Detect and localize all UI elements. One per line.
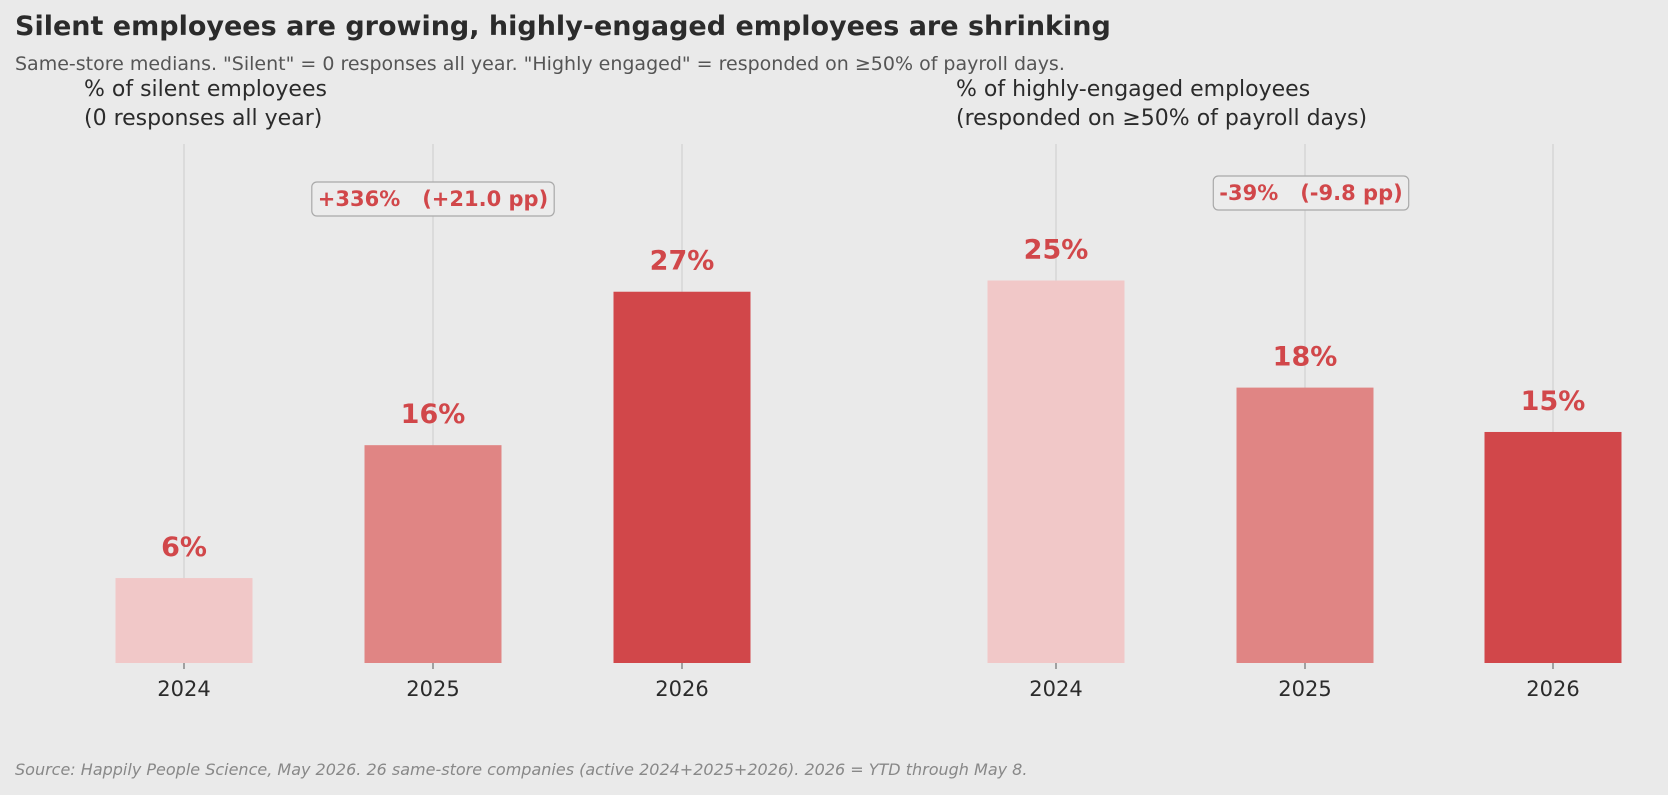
panel-title-line: (responded on ≥50% of payroll days) [956,106,1367,131]
change-label: +336% (+21.0 pp) [318,187,548,211]
change-badge: +336% (+21.0 pp) [311,181,555,217]
tick-label-2024: 2024 [157,677,210,701]
value-label-2024: 6% [161,532,207,563]
bar-2026 [1484,431,1622,663]
value-label-2025: 16% [401,399,466,430]
panel-title-line: % of silent employees [84,77,327,102]
source-note: Source: Happily People Science, May 2026… [15,760,1028,779]
chart-panel-2: % of highly-engaged employees (responded … [956,77,1622,701]
value-label-2024: 25% [1024,235,1089,266]
bar-2025 [364,445,502,663]
chart-panel-1: % of silent employees (0 responses all ye… [84,77,751,701]
change-badge-box [311,181,555,217]
value-label-2026: 15% [1521,386,1586,417]
bar-2025 [1236,387,1374,663]
change-badge-box [1212,175,1410,211]
page-title: Silent employees are growing, highly-eng… [15,11,1111,42]
value-label-2025: 18% [1273,342,1338,373]
tick-label-2026: 2026 [655,677,708,701]
bar-2024 [987,280,1125,663]
tick-label-2026: 2026 [1526,677,1579,701]
bar-2026 [613,291,751,663]
bar-2024 [115,578,253,663]
change-label: -39% (-9.8 pp) [1219,181,1402,205]
panel-title-line: % of highly-engaged employees [956,77,1310,102]
panel-title-line: (0 responses all year) [84,106,322,131]
tick-label-2025: 2025 [1278,677,1331,701]
tick-label-2025: 2025 [406,677,459,701]
value-label-2026: 27% [650,246,715,277]
page-subtitle: Same-store medians. "Silent" = 0 respons… [15,53,1065,75]
tick-label-2024: 2024 [1029,677,1082,701]
change-badge: -39% (-9.8 pp) [1212,175,1410,211]
